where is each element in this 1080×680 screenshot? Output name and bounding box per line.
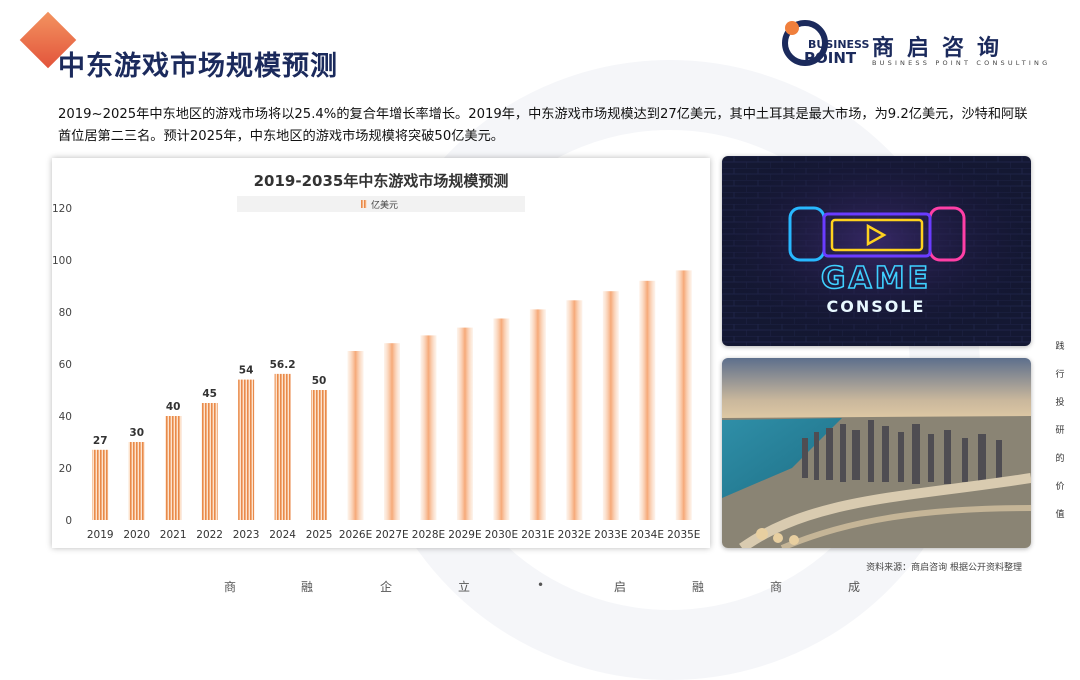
x-tick-label: 2034E: [631, 529, 664, 541]
bar-2021: [165, 416, 182, 520]
side-char: 值: [1055, 510, 1065, 520]
x-tick-label: 2032E: [558, 529, 591, 541]
bar-2029E: [456, 327, 473, 520]
bar-chart: 2019-2035年中东游戏市场规模预测 亿美元 0 20 40 60 80 100 120…: [52, 172, 701, 541]
x-tick-label: 2022: [196, 529, 223, 541]
legend-swatch: [361, 200, 367, 208]
x-tick-label: 2029E: [448, 529, 481, 541]
x-tick-label: 2019: [87, 529, 114, 541]
x-tick-label: 2033E: [594, 529, 627, 541]
bar-2031E: [529, 309, 546, 520]
slogan-char: 成: [848, 580, 861, 594]
slogan-char: 融: [301, 580, 314, 594]
x-tick-label: 2027E: [375, 529, 408, 541]
source-note: 资料来源：商启咨询 根据公开资料整理: [866, 563, 1022, 573]
bar-2030E: [493, 318, 510, 520]
bar-value-label: 27: [93, 435, 108, 447]
logo-chinese-name: 商启咨询: [872, 36, 1013, 61]
slogan-char: •: [537, 578, 545, 592]
dubai-city-aerial-image: [722, 358, 1031, 548]
logo-subtitle: BUSINESS POINT CONSULTING: [872, 59, 1051, 67]
slogan-char: 企: [380, 580, 393, 594]
bar-value-label: 30: [129, 427, 144, 439]
legend-background: [237, 196, 525, 212]
slogan-char: 商: [770, 580, 783, 594]
y-tick-label: 40: [59, 411, 72, 423]
logo-english-line2: POINT: [804, 49, 857, 67]
bar-2028E: [420, 335, 437, 520]
bar-value-label: 40: [166, 401, 181, 413]
bar-2023: [238, 379, 255, 520]
bar-2024: [274, 373, 291, 520]
bar-2027E: [384, 343, 400, 520]
side-char: 的: [1055, 454, 1065, 464]
bar-2032E: [566, 300, 583, 520]
svg-text:CONSOLE: CONSOLE: [827, 297, 926, 316]
x-tick-label: 2035E: [667, 529, 700, 541]
side-char: 践: [1055, 342, 1065, 352]
bar-2033E: [602, 291, 619, 520]
bar-2035E: [675, 270, 692, 520]
slogan-char: 启: [614, 580, 627, 594]
x-tick-label: 2030E: [485, 529, 518, 541]
game-console-neon-image: GAME CONSOLE: [722, 156, 1031, 346]
x-axis: 2019 2020 2021 2022 2023 2024 2025 2026E 2027E 20…: [87, 529, 701, 541]
x-tick-label: 2020: [123, 529, 150, 541]
side-char: 价: [1055, 482, 1065, 492]
page-title: 中东游戏市场规模预测: [58, 51, 338, 82]
svg-text:GAME: GAME: [821, 261, 931, 296]
bar-2025: [311, 390, 328, 520]
y-axis: 0 20 40 60 80 100 120: [52, 203, 72, 527]
bar-2019: [92, 449, 109, 520]
x-tick-label: 2025: [306, 529, 333, 541]
bar-2034E: [639, 280, 656, 520]
bar-2022: [201, 403, 218, 520]
y-tick-label: 100: [52, 255, 72, 267]
slogan-char: 立: [458, 580, 471, 594]
bars-group: 27 30 40 45 54 56.2 50: [92, 270, 692, 520]
slogan-char: 商: [224, 580, 237, 594]
side-char: 行: [1055, 370, 1065, 380]
y-tick-label: 80: [59, 307, 72, 319]
chart-card: 2019-2035年中东游戏市场规模预测 亿美元 0 20 40 60 80 100 120…: [52, 158, 710, 548]
side-char: 研: [1055, 426, 1065, 436]
bar-2020: [128, 442, 145, 520]
company-logo: BUSINESS POINT 商启咨询 BUSINESS POINT CONSU…: [780, 16, 1060, 72]
bar-value-label: 45: [202, 388, 217, 400]
y-tick-label: 0: [65, 515, 72, 527]
vertical-slogan: 践 行 投 研 的 价 值: [1053, 340, 1067, 536]
x-tick-label: 2028E: [412, 529, 445, 541]
y-tick-label: 120: [52, 203, 72, 215]
intro-paragraph: 2019~2025年中东地区的游戏市场将以25.4%的复合年增长率增长。2019…: [58, 107, 1028, 144]
bar-value-label: 54: [239, 365, 254, 377]
x-tick-label: 2024: [269, 529, 296, 541]
bar-2026E: [347, 351, 364, 520]
x-tick-label: 2026E: [339, 529, 372, 541]
x-tick-label: 2023: [233, 529, 260, 541]
slogan-char: 融: [692, 580, 705, 594]
y-tick-label: 60: [59, 359, 72, 371]
legend-label: 亿美元: [371, 199, 398, 211]
x-tick-label: 2021: [160, 529, 187, 541]
chart-title: 2019-2035年中东游戏市场规模预测: [254, 172, 509, 190]
bar-value-label: 56.2: [270, 359, 296, 371]
y-tick-label: 20: [59, 463, 72, 475]
logo-english-line1: BUSINESS: [808, 38, 870, 51]
x-tick-label: 2031E: [521, 529, 554, 541]
side-char: 投: [1055, 398, 1065, 408]
bar-value-label: 50: [312, 375, 327, 387]
logo-ring-icon: [782, 20, 828, 66]
footer-slogan: 商 融 企 立 • 启 融 商 成: [0, 578, 1080, 598]
